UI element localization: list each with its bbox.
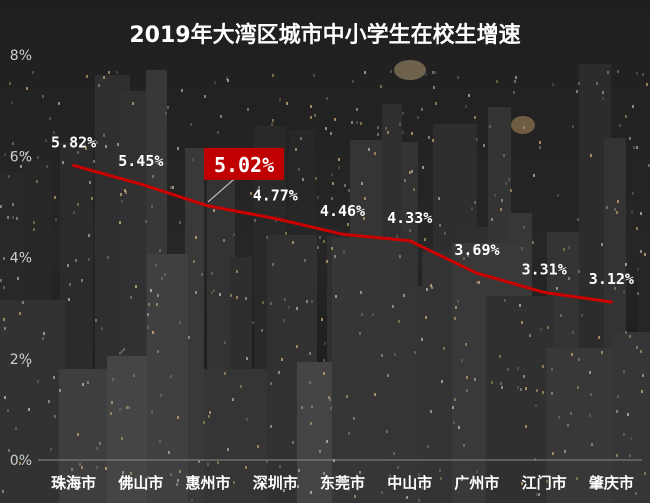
- x-tick-label: 深圳市: [253, 474, 298, 492]
- x-tick-label: 东莞市: [320, 474, 365, 492]
- y-tick-label: 2%: [10, 352, 32, 368]
- y-tick-label: 0%: [10, 453, 32, 469]
- x-tick-label: 江门市: [522, 474, 567, 492]
- background-windows: [0, 70, 650, 502]
- y-tick-label: 4%: [10, 251, 32, 267]
- x-tick-label: 广州市: [454, 474, 499, 492]
- data-label: 4.33%: [387, 209, 432, 227]
- y-tick-label: 8%: [10, 48, 32, 64]
- data-point: [206, 204, 210, 208]
- data-point: [475, 271, 479, 275]
- data-label: 4.46%: [320, 202, 365, 220]
- data-point: [273, 217, 277, 221]
- x-tick-label: 珠海市: [51, 474, 96, 492]
- highlighted-label-box: [204, 147, 285, 180]
- data-label: 5.45%: [118, 152, 163, 170]
- data-label: 5.82%: [51, 133, 96, 151]
- data-point: [72, 163, 76, 167]
- data-label-highlighted: 5.02%: [214, 153, 274, 177]
- data-point: [542, 290, 546, 294]
- data-point: [408, 239, 412, 243]
- data-label: 3.12%: [589, 270, 634, 288]
- chart-title: 2019年大湾区城市中小学生在校生增速: [129, 22, 520, 48]
- x-tick-label: 惠州市: [186, 474, 231, 492]
- data-label: 3.31%: [522, 260, 567, 278]
- y-tick-label: 6%: [10, 149, 32, 165]
- x-tick-label: 佛山市: [117, 474, 163, 492]
- data-point: [341, 232, 344, 236]
- data-label: 4.77%: [253, 187, 298, 205]
- x-tick-label: 中山市: [387, 474, 432, 492]
- data-point: [609, 300, 613, 304]
- background-buildings: [0, 64, 650, 503]
- x-tick-label: 肇庆市: [588, 474, 634, 492]
- data-point: [139, 182, 143, 186]
- data-label: 3.69%: [454, 241, 499, 259]
